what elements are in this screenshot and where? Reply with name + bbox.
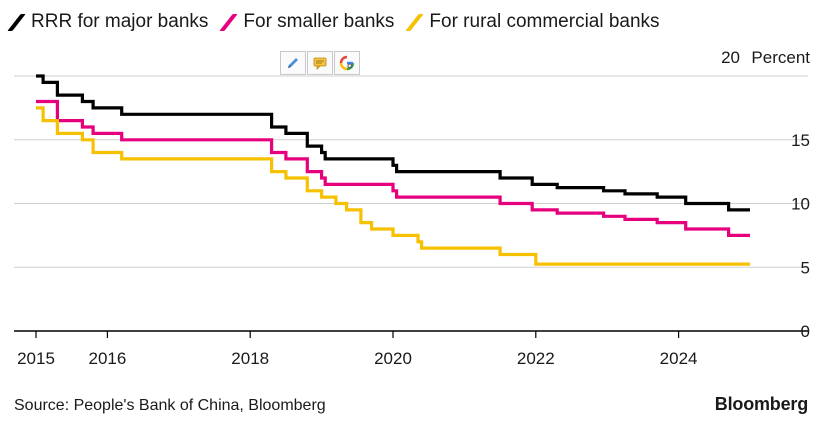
google-lens-button[interactable] bbox=[334, 51, 360, 75]
legend-item-rural-banks: For rural commercial banks bbox=[405, 11, 660, 33]
y-tick-label-0: 0 bbox=[801, 322, 810, 341]
legend-item-smaller-banks: For smaller banks bbox=[219, 11, 395, 33]
brand-logo: Bloomberg bbox=[714, 394, 808, 414]
x-tick-label-2016: 2016 bbox=[88, 349, 126, 368]
legend: RRR for major banks For smaller banks Fo… bbox=[7, 11, 678, 33]
grid-layer bbox=[14, 75, 808, 268]
pencil-icon bbox=[288, 58, 298, 68]
y-tick-label-15: 15 bbox=[791, 131, 810, 150]
edit-button[interactable] bbox=[280, 51, 306, 75]
y-tick-label-10: 10 bbox=[791, 195, 810, 214]
x-tick-label-2020: 2020 bbox=[374, 349, 412, 368]
y-unit-label: Percent bbox=[751, 48, 810, 67]
legend-label-major-banks: RRR for major banks bbox=[31, 11, 209, 32]
x-tick-label-2018: 2018 bbox=[231, 349, 269, 368]
series-layer bbox=[36, 74, 750, 266]
series-line-rural-banks bbox=[36, 106, 750, 266]
source-note: Source: People's Bank of China, Bloomber… bbox=[14, 397, 326, 414]
comment-icon bbox=[313, 57, 327, 70]
label-layer: 0 5 10 15 20 Percent 2015 2016 2018 2020 2022 2024 bbox=[17, 48, 810, 368]
image-toolbar bbox=[280, 51, 361, 75]
series-line-major-banks bbox=[36, 74, 750, 212]
legend-label-rural-banks: For rural commercial banks bbox=[429, 11, 660, 32]
x-tick-label-2022: 2022 bbox=[517, 349, 555, 368]
comment-button[interactable] bbox=[307, 51, 333, 75]
google-lens-icon bbox=[339, 55, 355, 71]
legend-item-major-banks: RRR for major banks bbox=[7, 11, 209, 33]
series-line-smaller-banks bbox=[36, 99, 750, 237]
y-tick-label-5: 5 bbox=[801, 258, 810, 277]
axis-layer bbox=[14, 330, 808, 338]
y-tick-label-20: 20 bbox=[721, 48, 740, 67]
x-tick-label-2015: 2015 bbox=[17, 349, 55, 368]
legend-label-smaller-banks: For smaller banks bbox=[243, 11, 395, 32]
x-tick-label-2024: 2024 bbox=[660, 349, 698, 368]
